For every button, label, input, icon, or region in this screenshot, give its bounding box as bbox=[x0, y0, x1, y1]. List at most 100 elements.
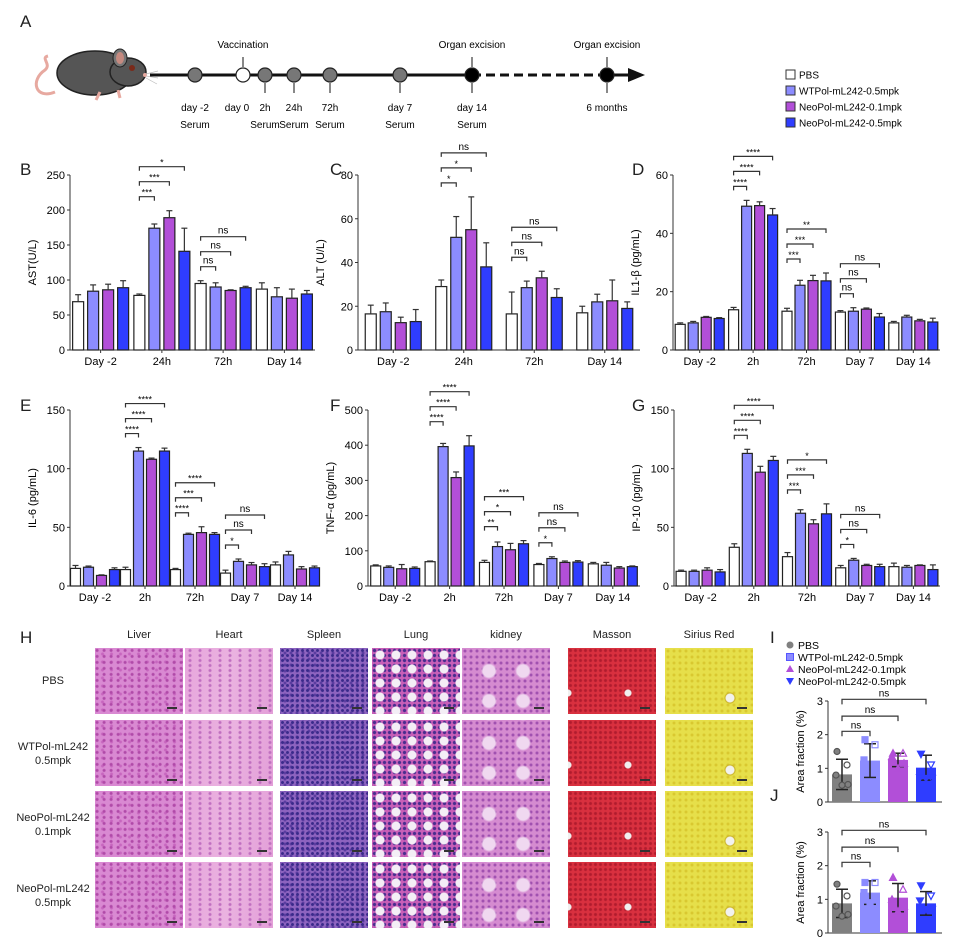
panel-label: C bbox=[330, 160, 343, 179]
chart-B: 0 50 100 150 200 250 AST(U/L) Day -2 24h 72h Day 1… bbox=[27, 158, 315, 368]
x-tick-label: 2h bbox=[443, 592, 455, 604]
y-tick-label: 0 bbox=[662, 345, 668, 357]
y-axis-label: TNF-α (pg/mL) bbox=[325, 462, 337, 534]
data-point bbox=[926, 761, 936, 770]
bar bbox=[145, 458, 158, 587]
y-axis-label: IL-6 (pg/mL) bbox=[27, 468, 39, 528]
data-point bbox=[926, 892, 936, 901]
bar bbox=[901, 316, 913, 351]
data-point bbox=[899, 901, 909, 910]
bar bbox=[232, 560, 245, 587]
bar bbox=[741, 452, 753, 587]
significance-label: ns bbox=[879, 688, 890, 699]
timepoint-marker bbox=[286, 67, 302, 83]
scale-bar bbox=[737, 779, 747, 781]
bar bbox=[767, 459, 779, 587]
bar bbox=[133, 294, 146, 351]
bar bbox=[675, 570, 687, 587]
y-tick-label: 0 bbox=[59, 581, 65, 593]
significance-label: ns bbox=[553, 502, 564, 513]
legend-label: NeoPol-mL242-0.5mpk bbox=[799, 119, 903, 130]
y-tick-label: 50 bbox=[657, 522, 669, 534]
bar bbox=[195, 532, 208, 587]
data-point bbox=[916, 882, 926, 891]
x-tick-label: Day 7 bbox=[846, 592, 875, 604]
data-point bbox=[860, 756, 868, 764]
significance-bracket bbox=[124, 417, 153, 423]
significance-bracket bbox=[124, 402, 166, 408]
legend-marker-triangle-down-icon bbox=[786, 678, 794, 685]
panel-label: B bbox=[20, 160, 32, 179]
significance-bracket bbox=[174, 512, 190, 517]
x-tick-label: Day 14 bbox=[595, 592, 630, 604]
chart-F: 0 100 200 300 400 500 TNF-α (pg/mL) Day -2 2h 72h… bbox=[325, 383, 640, 604]
scale-bar bbox=[737, 921, 747, 923]
bar bbox=[102, 289, 115, 351]
bar bbox=[72, 301, 85, 351]
bar bbox=[874, 566, 886, 587]
scale-bar bbox=[444, 850, 454, 852]
row-label-line: NeoPol-mL242 bbox=[16, 812, 90, 824]
y-tick-label: 60 bbox=[341, 214, 353, 226]
significance-label: **** bbox=[733, 177, 748, 187]
significance-label: **** bbox=[746, 147, 761, 157]
bar bbox=[87, 290, 100, 351]
histology-image-heart bbox=[185, 720, 273, 786]
y-tick-label: 150 bbox=[47, 405, 65, 417]
bar bbox=[270, 296, 283, 351]
bar bbox=[132, 450, 145, 587]
scale-bar bbox=[444, 921, 454, 923]
timepoint-label: day -2 bbox=[181, 103, 209, 114]
significance-label: * bbox=[544, 534, 548, 544]
significance-bracket bbox=[841, 730, 871, 737]
significance-label: **** bbox=[125, 425, 140, 435]
significance-label: **** bbox=[734, 426, 749, 436]
y-tick-label: 80 bbox=[341, 170, 353, 182]
significance-bracket bbox=[200, 251, 232, 256]
y-tick-label: 60 bbox=[656, 170, 668, 182]
bar bbox=[82, 566, 95, 587]
data-point bbox=[861, 736, 869, 744]
x-tick-label: Day 7 bbox=[544, 592, 573, 604]
histology-image-lung bbox=[372, 791, 460, 857]
timepoint-marker bbox=[257, 67, 273, 83]
significance-label: * bbox=[845, 535, 849, 545]
y-tick-label: 1 bbox=[817, 763, 823, 775]
significance-label: **** bbox=[436, 398, 451, 408]
significance-bracket bbox=[483, 495, 525, 501]
bar bbox=[383, 566, 395, 587]
scale-bar bbox=[534, 921, 544, 923]
panel-label: E bbox=[20, 396, 32, 415]
timepoint-sample: Serum bbox=[385, 120, 414, 131]
significance-label: ns bbox=[842, 283, 853, 294]
scale-bar bbox=[534, 707, 544, 709]
bar bbox=[285, 297, 298, 351]
x-tick-label: Day -2 bbox=[683, 356, 715, 368]
bar bbox=[300, 293, 313, 351]
bar bbox=[148, 227, 161, 351]
x-tick-label: Day 14 bbox=[587, 356, 622, 368]
significance-bracket bbox=[786, 243, 814, 248]
bar bbox=[520, 287, 533, 351]
row-label-line: 0.5mpk bbox=[34, 755, 72, 767]
event-label: Organ excision bbox=[439, 40, 506, 51]
bar bbox=[224, 289, 237, 351]
bar bbox=[888, 566, 900, 587]
bar bbox=[700, 316, 712, 351]
significance-label: ns bbox=[233, 519, 244, 530]
bar bbox=[394, 322, 407, 351]
significance-label: **** bbox=[747, 396, 762, 406]
bar bbox=[69, 567, 82, 587]
data-point bbox=[832, 771, 840, 779]
data-point bbox=[887, 751, 897, 761]
significance-bracket bbox=[138, 166, 185, 171]
timepoint-sample: Serum bbox=[250, 120, 279, 131]
significance-label: ns bbox=[218, 226, 229, 237]
y-tick-label: 0 bbox=[663, 581, 669, 593]
bar bbox=[600, 564, 612, 587]
scale-bar bbox=[352, 779, 362, 781]
timepoint-label: 24h bbox=[286, 103, 303, 114]
